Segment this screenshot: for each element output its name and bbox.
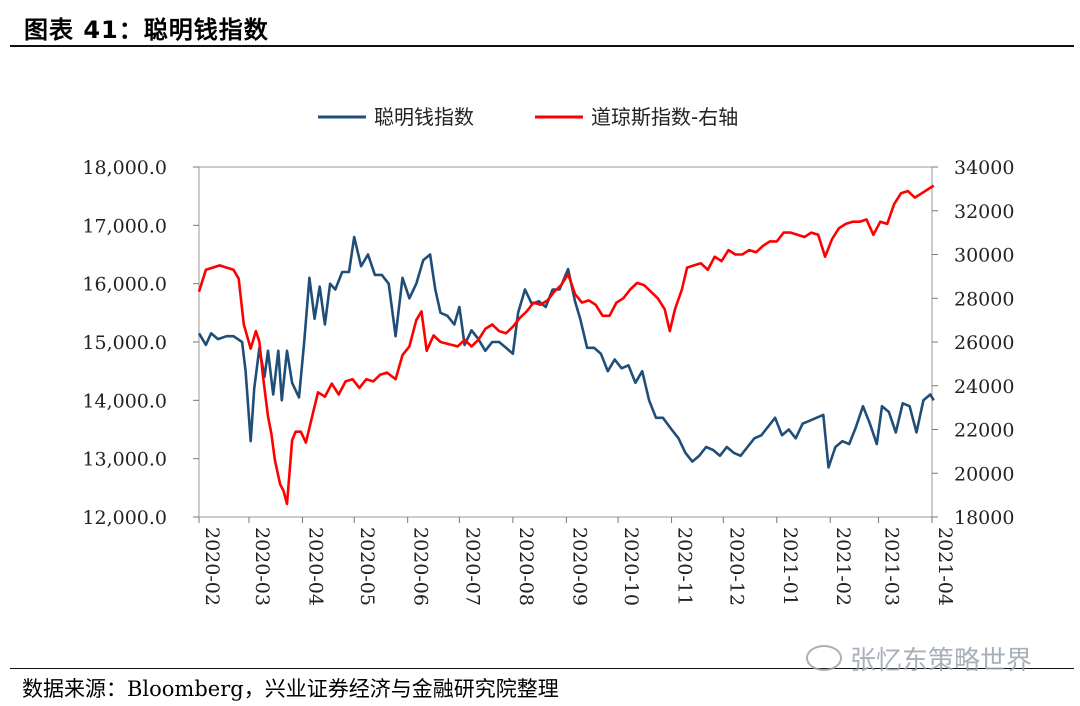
legend-label-dow-jones: 道琼斯指数-右轴 — [591, 105, 738, 129]
x-tick-label: 2020-10 — [620, 527, 642, 606]
chart-axes: 12,000.0 13,000.0 14,000.0 15,000.0 16,000.0… — [82, 157, 1014, 606]
source-note: 数据来源：Bloomberg，兴业证券经济与金融研究院整理 — [22, 677, 559, 701]
series-line-smart-money — [197, 235, 935, 469]
y-right-tick-label: 18000 — [954, 507, 1014, 529]
source-rule — [10, 668, 1074, 669]
x-tick-label: 2021-04 — [934, 527, 956, 606]
y-left-tick-label: 18,000.0 — [82, 157, 167, 179]
x-tick-label: 2021-01 — [779, 527, 801, 606]
x-tick-label: 2020-05 — [356, 527, 378, 606]
figure-title: 图表 41：聪明钱指数 — [24, 16, 269, 44]
y-left-tick-label: 13,000.0 — [82, 449, 167, 471]
x-tick-label: 2020-07 — [461, 527, 483, 606]
y-left-tick-label: 14,000.0 — [82, 390, 167, 412]
series-line-dow-jones — [197, 184, 935, 506]
plot-area-frame — [198, 166, 933, 518]
y-right-tick-label: 30000 — [954, 245, 1014, 267]
y-right-tick-label: 20000 — [954, 463, 1014, 485]
wechat-icon — [806, 645, 842, 671]
x-tick-label: 2020-12 — [725, 527, 747, 606]
watermark: 张忆东策略世界 — [806, 640, 1032, 677]
y-right-tick-label: 26000 — [954, 332, 1014, 354]
x-tick-label: 2020-02 — [201, 527, 223, 606]
x-tick-label: 2020-06 — [410, 527, 432, 606]
y-left-tick-label: 16,000.0 — [82, 274, 167, 296]
x-tick-label: 2021-03 — [881, 527, 903, 606]
y-right-tick-label: 34000 — [954, 157, 1014, 179]
y-right-tick-label: 22000 — [954, 420, 1014, 442]
y-left-tick-label: 17,000.0 — [82, 215, 167, 237]
watermark-text: 张忆东策略世界 — [850, 646, 1033, 676]
x-tick-label: 2020-11 — [674, 527, 696, 606]
x-tick-label: 2020-08 — [515, 527, 537, 606]
x-tick-label: 2021-02 — [832, 527, 854, 606]
y-left-tick-label: 12,000.0 — [82, 507, 167, 529]
x-tick-label: 2020-09 — [568, 527, 590, 606]
y-left-tick-label: 15,000.0 — [82, 332, 167, 354]
y-right-tick-label: 28000 — [954, 288, 1014, 310]
legend-label-smart-money: 聪明钱指数 — [374, 105, 474, 129]
title-rule — [10, 45, 1074, 47]
x-tick-label: 2020-04 — [304, 527, 326, 606]
y-right-tick-label: 32000 — [954, 201, 1014, 223]
chart-series — [197, 184, 935, 506]
y-right-tick-label: 24000 — [954, 376, 1014, 398]
chart-legend: 聪明钱指数 道琼斯指数-右轴 — [318, 105, 738, 129]
x-tick-label: 2020-03 — [251, 527, 273, 606]
